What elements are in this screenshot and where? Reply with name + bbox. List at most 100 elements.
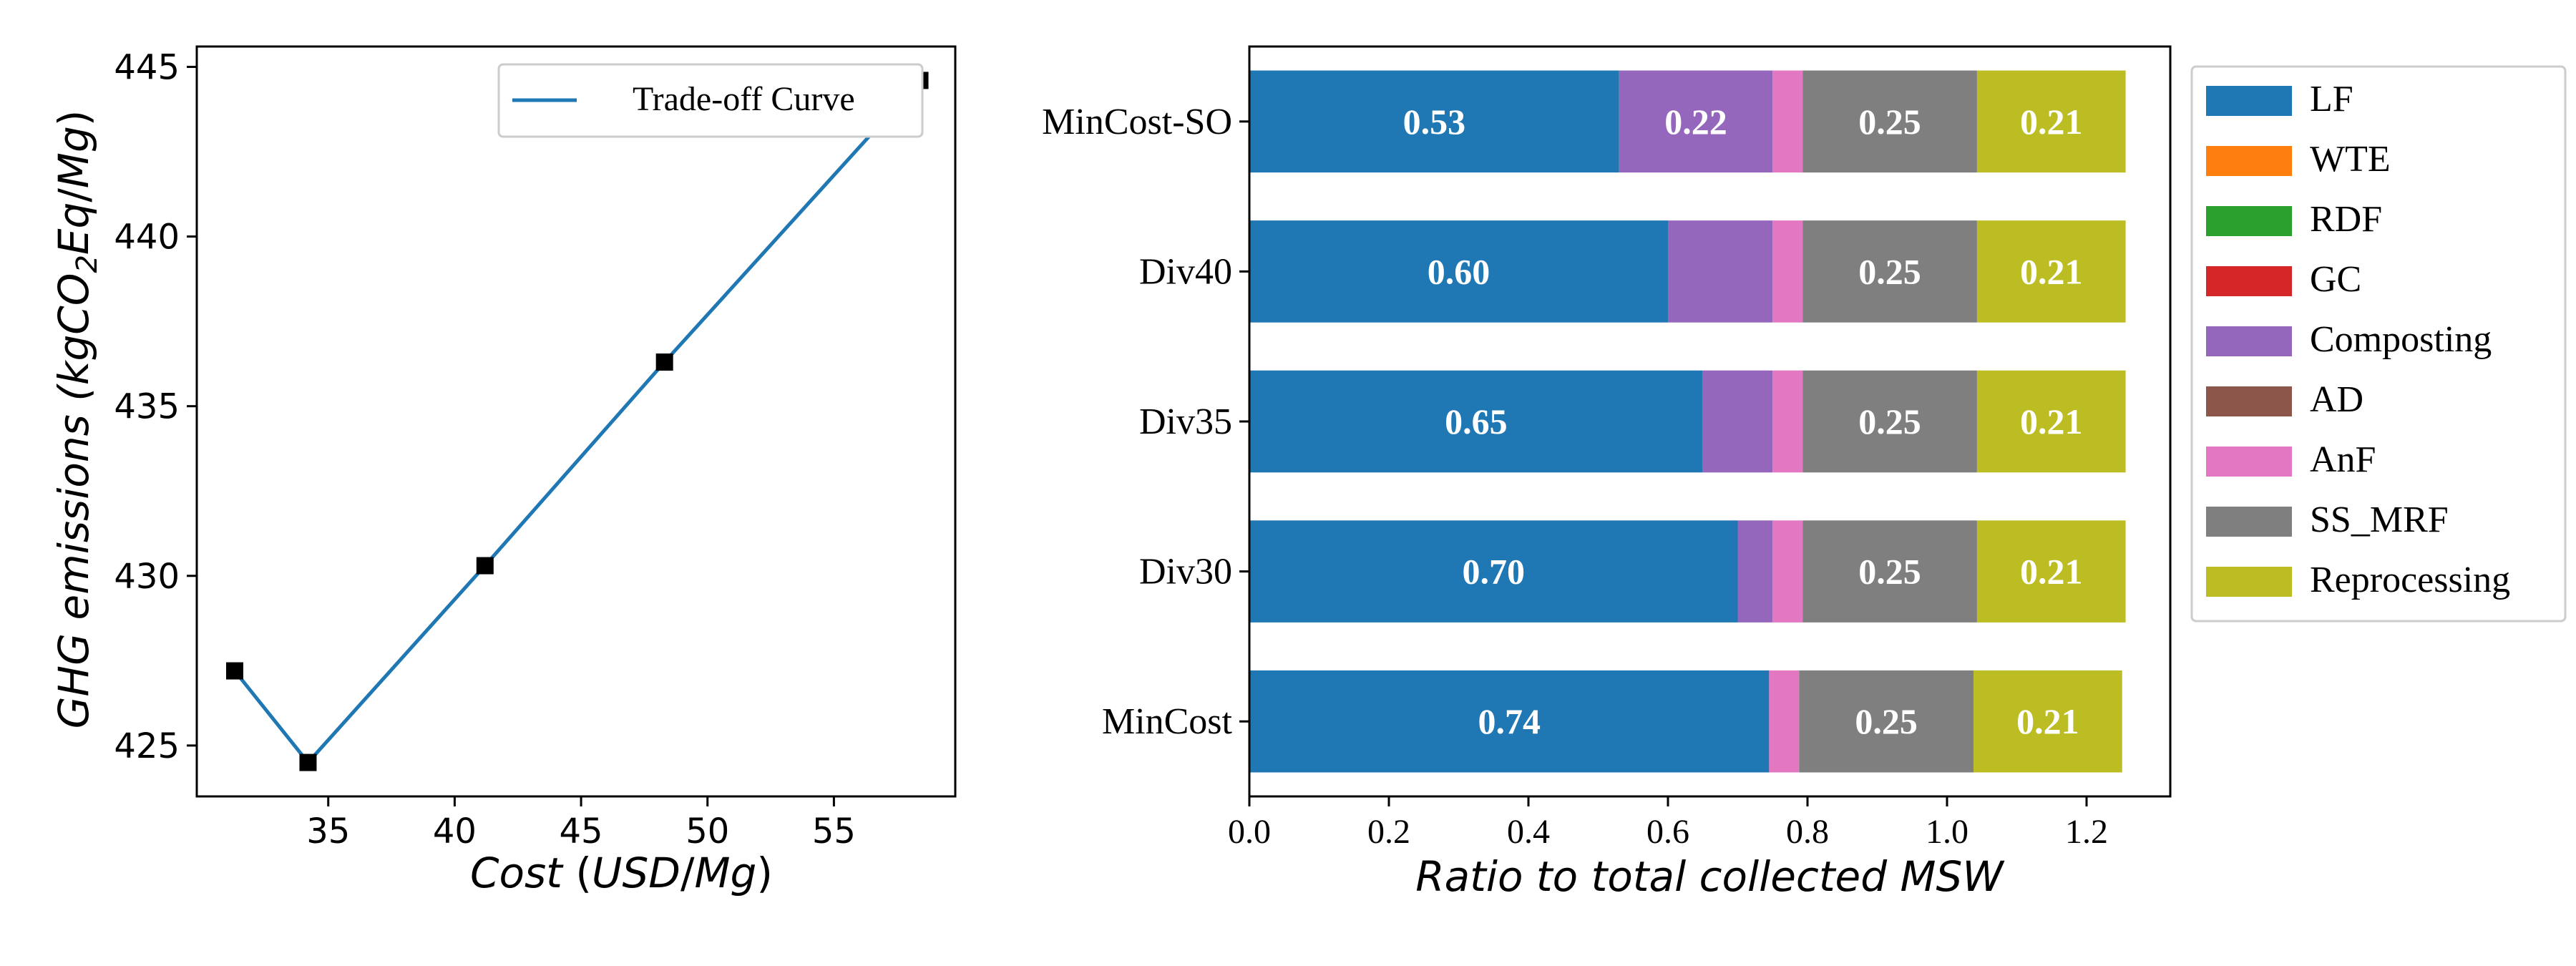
bar-value-label: 0.65 — [1445, 401, 1508, 441]
bar-value-label: 0.60 — [1428, 251, 1491, 291]
legend-entry-wte: WTE — [2310, 139, 2391, 180]
bar-mincost-ss-mrf — [1799, 670, 1974, 773]
legend-entry-composting: Composting — [2310, 319, 2492, 360]
tradeoff-x-ticks: 35 40 45 50 55 — [306, 796, 856, 852]
legend-swatch-ss-mrf — [2206, 507, 2292, 537]
tradeoff-point-4 — [655, 353, 673, 371]
ratio-category-label: Div35 — [1139, 401, 1232, 442]
legend-entry-rdf: RDF — [2310, 199, 2382, 240]
tradeoff-x-tick-label: 45 — [560, 811, 603, 852]
tradeoff-x-tick-label: 55 — [812, 811, 856, 852]
legend-entry-gc: GC — [2310, 259, 2361, 300]
ratio-chart: 0.53 0.22 0.25 0.210.60 0.25 0.210.65 0.25 0.21… — [1042, 45, 2567, 901]
legend-swatch-lf — [2206, 86, 2292, 116]
ratio-x-tick-label: 1.0 — [1926, 813, 1968, 851]
bar-mincost-so-ss-mrf — [1802, 70, 1977, 173]
ratio-bars: 0.53 0.22 0.25 0.21 0.60 0.25 0.21 0.65 0.25 0.21… — [1249, 70, 2126, 773]
tradeoff-chart: Trade-off Curve 35 40 45 50 55 4254304354404… — [49, 45, 957, 897]
legend-entry-lf: LF — [2310, 79, 2353, 119]
legend-entry-tradeoff-curve: Trade-off Curve — [633, 80, 855, 118]
ratio-legend-box — [2190, 65, 2567, 623]
tradeoff-plot-marks — [226, 72, 929, 771]
bar-div30-reprocessing — [1976, 520, 2126, 623]
ratio-x-axis-label: Ratio to total collected MSW — [1415, 852, 2005, 901]
bar-value-label: 0.21 — [2020, 552, 2083, 592]
bar-value-label: 0.25 — [1858, 552, 1921, 592]
ratio-category-label: Div30 — [1139, 552, 1232, 592]
legend-swatch-reprocessing — [2206, 567, 2292, 597]
legend-swatch-composting — [2206, 326, 2292, 356]
ratio-category-label: MinCost — [1102, 701, 1233, 742]
tradeoff-y-tick-label: 430 — [114, 557, 180, 597]
bar-div35-reprocessing — [1976, 370, 2126, 473]
bar-div35-composting — [1702, 370, 1773, 473]
legend-entry-ss-mrf: SS_MRF — [2310, 499, 2449, 540]
tradeoff-legend: Trade-off Curve — [497, 63, 924, 138]
bar-mincost-anf — [1769, 670, 1800, 773]
bar-value-label: 0.25 — [1858, 102, 1921, 142]
tradeoff-x-axis-label: Cost (USD/Mg) — [470, 849, 773, 897]
ratio-x-tick-label: 0.2 — [1367, 813, 1410, 851]
bar-value-label: 0.74 — [1478, 701, 1541, 741]
ratio-legend: LF WTE RDF GC Composting AD AnF SS_MRF Reprocess… — [2190, 65, 2567, 623]
bar-mincost-reprocessing — [1974, 670, 2122, 773]
ratio-x-tick-label: 0.0 — [1228, 813, 1271, 851]
bar-mincost-lf — [1249, 670, 1770, 773]
tradeoff-x-tick-label: 50 — [686, 811, 729, 852]
ratio-x-ticks: 0.0 0.2 0.4 0.6 0.8 1.0 1.2 — [1228, 796, 2108, 851]
ratio-x-tick-label: 0.8 — [1786, 813, 1829, 851]
tradeoff-point-3 — [476, 557, 494, 575]
bar-mincost-so-composting — [1619, 70, 1773, 173]
bar-div35-anf — [1772, 370, 1803, 473]
legend-swatch-wte — [2206, 146, 2292, 176]
bar-value-label: 0.70 — [1463, 552, 1526, 592]
bar-div30-composting — [1737, 520, 1773, 623]
legend-swatch-rdf — [2206, 206, 2292, 236]
bar-div40-lf — [1249, 220, 1668, 323]
legend-entry-ad: AD — [2310, 379, 2363, 420]
bar-mincost-so-lf — [1249, 70, 1619, 173]
tradeoff-y-tick-label: 425 — [114, 726, 180, 766]
bar-value-label: 0.21 — [2020, 251, 2083, 291]
bar-div40-reprocessing — [1976, 220, 2126, 323]
ratio-category-label: MinCost-SO — [1042, 102, 1232, 142]
bar-div30-ss-mrf — [1802, 520, 1977, 623]
tradeoff-y-tick-label: 440 — [114, 218, 180, 258]
legend-swatch-gc — [2206, 266, 2292, 296]
bar-div35-lf — [1249, 370, 1703, 473]
tradeoff-point-2 — [299, 753, 317, 771]
tradeoff-y-ticks: 425 430 435 440 445 — [114, 47, 197, 766]
bar-value-label: 0.22 — [1664, 102, 1727, 142]
bar-mincost-so-anf — [1772, 70, 1803, 173]
bar-value-label: 0.53 — [1403, 102, 1466, 142]
ratio-x-tick-label: 1.2 — [2065, 813, 2108, 851]
tradeoff-y-axis-label: GHG emissions (kgCO2Eq/Mg) — [49, 110, 104, 729]
bar-div30-lf — [1249, 520, 1738, 623]
tradeoff-point-1 — [226, 662, 243, 680]
bar-value-label: 0.21 — [2016, 701, 2079, 741]
bar-value-label: 0.21 — [2020, 102, 2083, 142]
bar-value-label: 0.25 — [1855, 701, 1918, 741]
bar-value-label: 0.25 — [1858, 251, 1921, 291]
ratio-y-ticks: MinCost-SO Div40 Div35 Div30 MinCost — [1042, 102, 1249, 742]
bar-value-label: 0.21 — [2020, 401, 2083, 441]
legend-box — [497, 63, 924, 138]
bar-div35-ss-mrf — [1802, 370, 1977, 473]
legend-entry-reprocessing: Reprocessing — [2310, 560, 2510, 600]
bar-value-label: 0.25 — [1858, 401, 1921, 441]
bar-div40-ss-mrf — [1802, 220, 1977, 323]
legend-swatch-ad — [2206, 386, 2292, 416]
legend-swatch-anf — [2206, 447, 2292, 477]
ratio-x-tick-label: 0.4 — [1507, 813, 1550, 851]
tradeoff-y-tick-label: 435 — [114, 387, 180, 427]
tradeoff-y-tick-label: 445 — [114, 47, 180, 87]
ratio-x-tick-label: 0.6 — [1646, 813, 1689, 851]
tradeoff-x-tick-label: 35 — [306, 811, 350, 852]
tradeoff-x-tick-label: 40 — [433, 811, 477, 852]
legend-entry-anf: AnF — [2310, 439, 2376, 480]
tradeoff-plot-frame — [195, 45, 957, 798]
bar-div40-composting — [1668, 220, 1773, 323]
bar-div40-anf — [1772, 220, 1803, 323]
bar-div30-anf — [1772, 520, 1803, 623]
